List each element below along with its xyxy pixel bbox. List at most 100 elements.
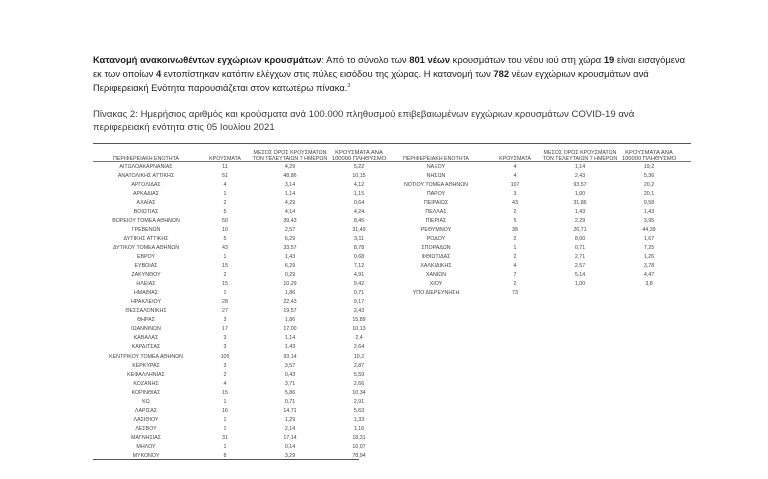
cases-cell: 27 (222, 308, 228, 315)
table-row: ΝΟΤΙΟΥ ΤΟΜΕΑ ΑΘΗΝΩΝ 107 93,57 20,2 (382, 180, 678, 189)
per100k-cell: 1,33 (353, 416, 365, 423)
table-row: ΖΑΚΥΝΘΟΥ 2 0,29 4,91 (92, 271, 388, 280)
table-header: ΠΕΡΙΦΕΡΕΙΑΚΗ ΕΝΟΤΗΤΑ ΚΡΟΥΣΜΑΤΑ ΜΕΣΟΣ ΟΡΟΣ … (382, 146, 678, 162)
region-cell: ΡΟΔΟΥ (426, 235, 446, 242)
per100k-cell: 44,39 (642, 226, 656, 233)
region-cell: ΠΕΙΡΑΙΩΣ (423, 199, 449, 206)
avg7-cell: 33,57 (283, 244, 297, 251)
table-row: ΦΘΙΩΤΙΔΑΣ 2 2,71 1,26 (382, 252, 678, 261)
region-cell: ΗΡΑΚΛΕΙΟΥ (130, 299, 162, 306)
avg7-cell: 1,00 (574, 190, 586, 197)
per100k-cell: 5,36 (643, 172, 655, 179)
region-cell: ΗΜΑΘΙΑΣ (133, 290, 159, 297)
table-row: ΑΙΤΩΛΟΑΚΑΡΝΑΝΙΑΣ 11 4,29 5,22 (92, 162, 388, 171)
cases-cell: 15 (222, 263, 228, 270)
per100k-cell: 15,89 (352, 317, 366, 324)
table-row: ΠΕΛΛΑΣ 2 1,43 1,43 (382, 207, 678, 216)
region-cell: ΘΗΡΑΣ (137, 317, 155, 324)
cases-cell: 2 (513, 235, 517, 242)
table-caption: Πίνακας 2: Ημερήσιος αριθμός και κρούσμα… (93, 108, 635, 134)
per100k-cell: 2,87 (353, 362, 365, 369)
cases-cell: 105 (220, 353, 230, 360)
table-row: ΛΕΣΒΟΥ 1 2,14 1,16 (92, 424, 388, 433)
table-row: ΚΕΝΤΡΙΚΟΥ ΤΟΜΕΑ ΑΘΗΝΩΝ 105 93,14 10,2 (92, 352, 388, 361)
region-cell: ΧΑΛΚΙΔΙΚΗΣ (420, 263, 452, 270)
table-row: ΠΕΙΡΑΙΩΣ 43 31,86 9,58 (382, 198, 678, 207)
table-bottom-rule (93, 459, 359, 460)
cases-cell: 5 (223, 235, 227, 242)
per100k-cell: 0,68 (353, 253, 365, 260)
cases-cell: 8 (223, 453, 227, 460)
table-top-rule (93, 143, 691, 144)
per100k-cell: 3,78 (643, 263, 655, 270)
cases-cell: 3 (513, 190, 517, 197)
table-row: ΠΙΕΡΙΑΣ 5 2,29 3,95 (382, 216, 678, 225)
region-cell: ΑΧΑΪΑΣ (136, 199, 156, 206)
intro-text: εντοπίστηκαν κατόπιν ελέγχων στις πύλες … (161, 67, 494, 79)
per100k-cell: 1,67 (643, 235, 655, 242)
avg7-cell: 4,14 (284, 208, 296, 215)
region-cell: ΛΕΣΒΟΥ (135, 425, 157, 432)
cases-cell: 2 (513, 208, 517, 215)
cases-cell: 4 (513, 172, 517, 179)
avg7-cell: 0,43 (284, 371, 296, 378)
table-row: ΥΠΟ ΔΙΕΡΕΥΝΗΣΗ 73 (382, 289, 678, 298)
region-cell: ΧΙΟΥ (429, 281, 443, 288)
per100k-cell: 9,58 (643, 199, 655, 206)
region-cell: ΛΑΡΙΣΑΣ (134, 407, 158, 414)
cases-cell: 5 (513, 217, 517, 224)
cases-cell: 2 (513, 253, 517, 260)
region-cell: ΘΕΣΣΑΛΟΝΙΚΗΣ (125, 308, 167, 315)
region-cell: ΑΝΑΤΟΛΙΚΗΣ ΑΤΤΙΚΗΣ (117, 172, 175, 179)
domestic-cases: 782 (493, 67, 510, 79)
avg7-cell: 6,29 (284, 235, 296, 242)
region-cell: ΚΕΡΚΥΡΑΣ (132, 362, 160, 369)
region-cell: ΠΕΛΛΑΣ (425, 208, 447, 215)
avg7-cell: 2,57 (284, 226, 296, 233)
table-row: ΚΕΡΚΥΡΑΣ 3 3,57 2,87 (92, 361, 388, 370)
left-table: ΠΕΡΙΦΕΡΕΙΑΚΗ ΕΝΟΤΗΤΑ ΚΡΟΥΣΜΑΤΑ ΜΕΣΟΣ ΟΡΟΣ … (92, 146, 388, 461)
per100k-cell: 1,43 (643, 208, 655, 215)
cases-cell: 15 (222, 389, 228, 396)
table-row: ΠΑΡΟΥ 3 1,00 20,1 (382, 189, 678, 198)
per100k-cell: 7,25 (643, 244, 655, 251)
avg7-cell: 26,71 (573, 226, 587, 233)
region-cell: ΚΩ (142, 398, 150, 405)
avg7-cell: 2,14 (284, 425, 296, 432)
per100k-cell: 8,78 (353, 244, 365, 251)
cases-cell: 2 (223, 371, 227, 378)
avg7-cell: 93,14 (283, 353, 297, 360)
column-header: ΚΡΟΥΣΜΑΤΑ (499, 156, 531, 162)
table-row: ΑΡΓΟΛΙΔΑΣ 4 3,14 4,12 (92, 180, 388, 189)
avg7-cell: 1,43 (284, 253, 296, 260)
region-cell: ΕΥΒΟΙΑΣ (134, 263, 158, 270)
table-row: ΘΗΡΑΣ 3 1,86 15,89 (92, 316, 388, 325)
per100k-cell: 3,11 (354, 235, 364, 242)
per100k-cell: 0,64 (353, 199, 365, 206)
avg7-cell: 1,43 (284, 344, 296, 351)
per100k-cell: 9,42 (353, 281, 365, 288)
region-cell: ΚΑΒΑΛΑΣ (133, 335, 159, 342)
cases-cell: 2 (223, 199, 227, 206)
cases-cell: 50 (222, 217, 228, 224)
region-cell: ΜΑΓΝΗΣΙΑΣ (130, 434, 162, 441)
cases-cell: 3 (223, 335, 227, 342)
region-cell: ΜΥΚΟΝΟΥ (132, 453, 160, 460)
per100k-cell: 5,63 (353, 407, 365, 414)
region-cell: ΒΟΙΩΤΙΑΣ (133, 208, 159, 215)
table-row: ΡΟΔΟΥ 2 8,00 1,67 (382, 234, 678, 243)
region-cell: ΧΑΝΙΩΝ (425, 272, 447, 279)
per100k-cell: 1,26 (643, 253, 655, 260)
intro-paragraph: Κατανομή ανακοινωθέντων εγχώριων κρουσμά… (93, 53, 693, 95)
cases-cell: 3 (223, 317, 227, 324)
per100k-cell: 10,2 (353, 353, 365, 360)
per100k-cell: 10,34 (352, 389, 366, 396)
region-cell: ΔΥΤΙΚΗΣ ΑΤΤΙΚΗΣ (123, 235, 169, 242)
per100k-cell: 0,71 (353, 290, 365, 297)
cases-cell: 107 (510, 181, 520, 188)
avg7-cell: 0,29 (284, 272, 296, 279)
per100k-cell: 3,8 (645, 281, 653, 288)
per100k-cell: 4,91 (353, 272, 365, 279)
region-cell: ΚΕΝΤΡΙΚΟΥ ΤΟΜΕΑ ΑΘΗΝΩΝ (109, 353, 183, 360)
per100k-cell: 2,4 (355, 335, 363, 342)
